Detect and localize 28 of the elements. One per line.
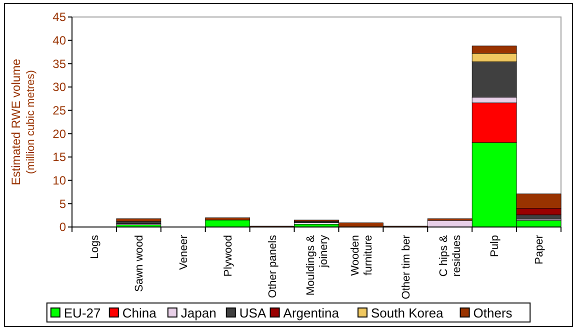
legend-label: Argentina <box>283 306 340 320</box>
legend-label: Others <box>473 306 513 320</box>
x-tick-label: Other tim ber <box>400 234 412 300</box>
x-tick-label: Veneer <box>178 234 190 270</box>
y-tick-label: 15 <box>52 150 66 164</box>
x-tick-label: Other panels <box>266 234 279 298</box>
legend-label: South Korea <box>371 306 444 320</box>
y-tick-label: 25 <box>52 104 66 118</box>
x-tick-label: Logs <box>89 234 102 259</box>
y-tick-label: 45 <box>52 10 66 24</box>
x-tick-label: Mouldings & joinery <box>304 234 330 296</box>
y-tick-label: 35 <box>52 56 66 71</box>
y-tick-label: 0 <box>59 220 66 234</box>
y-tick-label: 30 <box>52 80 66 94</box>
x-tick-label: Sawn wood <box>134 235 146 292</box>
y-tick-label: 5 <box>59 196 66 211</box>
y-tick-label: 20 <box>52 126 66 141</box>
legend-label: Japan <box>180 306 216 320</box>
legend-label: EU-27 <box>64 306 101 320</box>
legend-label: USA <box>239 306 266 320</box>
y-tick-label: 10 <box>52 174 66 188</box>
x-tick-label: Plywood <box>222 235 234 277</box>
legend-label: China <box>122 306 158 320</box>
y-axis-title: Estimated RWE volume (million cubic metres) <box>9 58 37 186</box>
x-tick-label: Pulp <box>489 235 502 258</box>
x-tick-label: C hips & residues <box>438 234 464 277</box>
y-tick-label: 40 <box>52 34 66 48</box>
x-tick-label: Paper <box>534 234 546 264</box>
